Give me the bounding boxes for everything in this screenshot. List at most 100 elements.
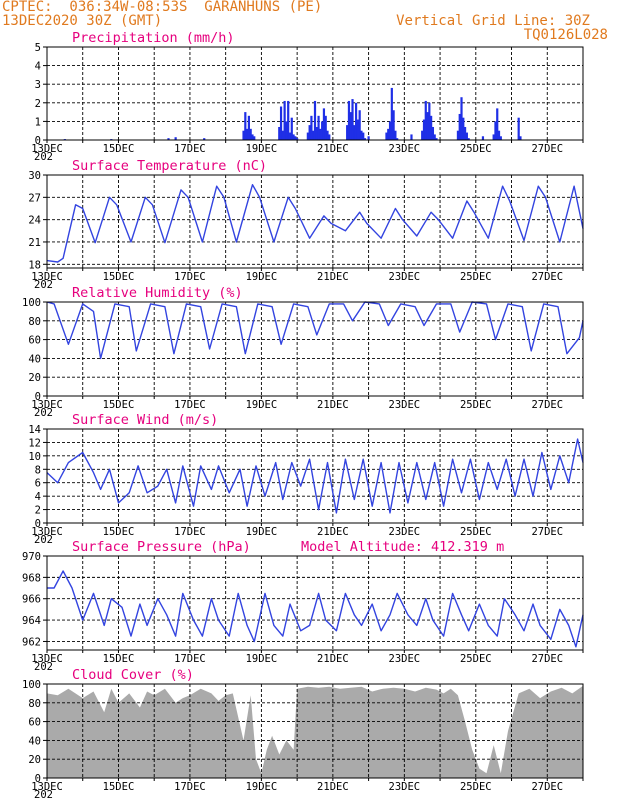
precip-bar [288, 132, 292, 140]
precip-bar [356, 119, 359, 140]
precip-bar [492, 134, 495, 140]
x-tick-label: 17DEC [174, 653, 206, 665]
precip-bar [251, 134, 254, 140]
panel-frame [46, 174, 584, 269]
x-tick-label: 27DEC [531, 271, 563, 283]
precip-bar [421, 130, 424, 140]
precip-bar [410, 134, 413, 140]
panel-frame [46, 46, 584, 141]
x-tick-label: 21DEC [317, 653, 349, 665]
precip-bar [390, 87, 393, 140]
precip-bar [460, 97, 463, 140]
precip-bar [292, 134, 295, 140]
y-tick-label: 3 [35, 79, 41, 91]
x-tick-label: 25DEC [460, 399, 492, 411]
panel-frame [46, 683, 584, 779]
y-tick-label: 21 [28, 237, 41, 249]
precip-bar [499, 136, 502, 140]
precip-bar [431, 126, 435, 140]
y-tick-label: 5 [35, 42, 41, 54]
panel-title: Cloud Cover (%) [72, 667, 194, 683]
y-tick-label: 100 [22, 679, 41, 691]
precip-bar [362, 132, 365, 140]
precip-bar [347, 100, 351, 140]
x-year-label: 202 [34, 534, 53, 546]
precip-bar [246, 128, 249, 140]
precip-bar [278, 126, 281, 140]
x-tick-label: 15DEC [103, 399, 135, 411]
precip-bar [317, 115, 320, 140]
x-year-label: 202 [34, 789, 53, 800]
x-tick-label: 13DEC [31, 526, 63, 538]
precip-bar [422, 119, 426, 140]
y-tick-label: 24 [28, 215, 41, 227]
precip-bar [360, 130, 363, 140]
x-tick-label: 15DEC [103, 271, 135, 283]
precip-bar [467, 138, 470, 140]
x-tick-label: 25DEC [460, 271, 492, 283]
y-tick-label: 12 [28, 437, 41, 449]
precip-bar [244, 112, 247, 140]
y-tick-label: 20 [28, 372, 41, 384]
x-tick-label: 19DEC [246, 399, 278, 411]
x-tick-label: 17DEC [174, 526, 206, 538]
panel-5: 0 20 40 60 80 100 13DEC 15DEC 17DEC 19DEC 21DEC 23D… [22, 667, 584, 800]
y-tick-label: 20 [28, 754, 41, 766]
y-tick-label: 1 [35, 116, 41, 128]
y-tick-label: 30 [28, 170, 41, 182]
y-tick-label: 14 [28, 424, 41, 436]
precip-bar [281, 130, 284, 140]
y-tick-label: 40 [28, 353, 41, 365]
x-tick-label: 19DEC [246, 781, 278, 793]
x-year-label: 202 [34, 407, 53, 419]
y-tick-label: 0 [35, 518, 41, 530]
y-tick-label: 8 [35, 464, 41, 476]
y-tick-label: 27 [28, 192, 41, 204]
x-tick-label: 27DEC [531, 653, 563, 665]
x-tick-label: 17DEC [174, 781, 206, 793]
precip-bar [517, 117, 520, 140]
x-tick-label: 21DEC [317, 399, 349, 411]
precip-bar [433, 134, 436, 140]
precip-bar [354, 102, 358, 140]
x-tick-label: 21DEC [317, 143, 349, 155]
x-tick-label: 21DEC [317, 271, 349, 283]
x-tick-label: 19DEC [246, 526, 278, 538]
y-tick-label: 964 [22, 615, 41, 627]
precip-bar [481, 136, 485, 140]
precip-bar [203, 138, 206, 140]
precip-bar [392, 110, 395, 140]
precip-bar [351, 99, 354, 140]
precip-bar [346, 125, 349, 140]
precip-bar [424, 100, 427, 140]
x-tick-label: 27DEC [531, 143, 563, 155]
series-line [46, 438, 584, 514]
x-year-label: 202 [34, 661, 53, 673]
precip-bar [313, 100, 317, 140]
y-tick-label: 2 [35, 505, 41, 517]
x-tick-label: 23DEC [389, 526, 421, 538]
cloud-cover-area [47, 685, 583, 778]
x-tick-label: 13DEC [31, 399, 63, 411]
y-tick-label: 968 [22, 572, 41, 584]
precip-bar [283, 100, 286, 140]
precip-bar [358, 110, 361, 140]
panel-title: Relative Humidity (%) [72, 285, 243, 301]
precip-bar [458, 113, 461, 140]
precip-bar [430, 115, 433, 140]
x-tick-label: 27DEC [531, 781, 563, 793]
x-tick-label: 25DEC [460, 526, 492, 538]
x-tick-label: 13DEC [31, 143, 63, 155]
y-tick-label: 40 [28, 735, 41, 747]
x-tick-label: 19DEC [246, 143, 278, 155]
panel-frame [46, 301, 584, 397]
precip-bar [174, 137, 177, 140]
series-line [46, 184, 584, 263]
panel-4: 962 964 966 968 970 13DEC 15DEC 17DEC 19DEC 21DEC… [22, 539, 584, 673]
y-tick-label: 60 [28, 335, 41, 347]
series-line [46, 301, 584, 360]
precip-bar [247, 115, 250, 140]
precip-bar [363, 138, 367, 140]
x-tick-label: 15DEC [103, 526, 135, 538]
